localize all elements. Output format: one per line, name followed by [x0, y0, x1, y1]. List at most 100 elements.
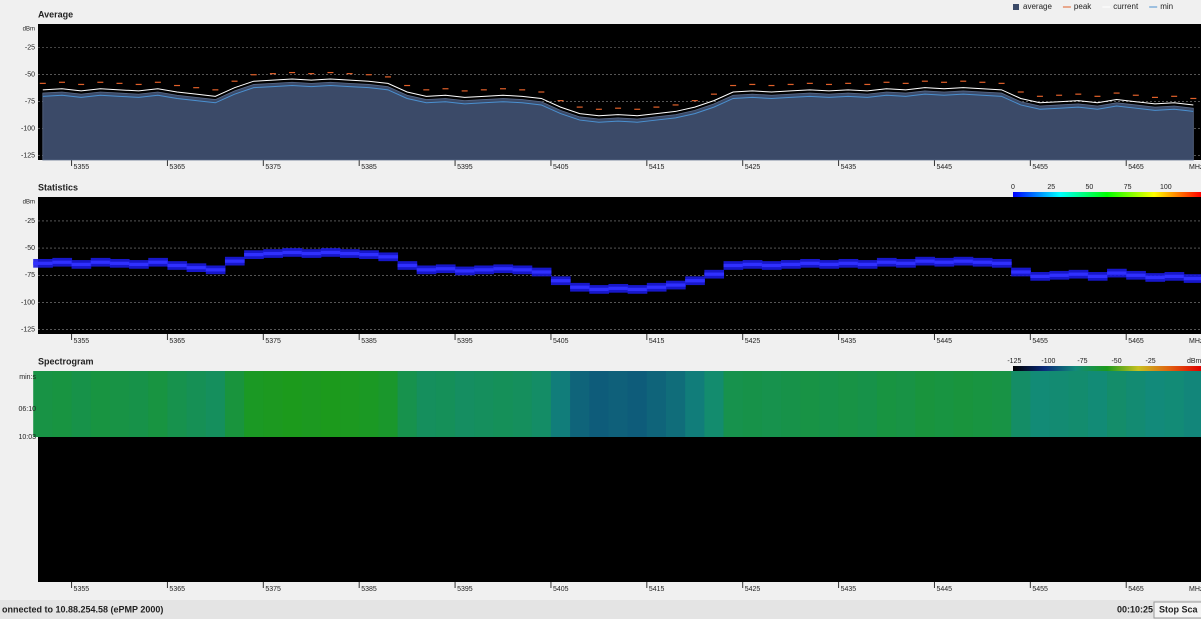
y-tick-label: -25 [25, 45, 35, 52]
time-label: 06:10 [18, 406, 36, 413]
x-tick-label: 5435 [841, 338, 857, 345]
occupancy-core [321, 251, 341, 254]
spectrogram-cell [551, 371, 571, 437]
occupancy-core [263, 252, 283, 255]
x-tick-label: 5435 [841, 164, 857, 171]
x-tick-label: 5405 [553, 338, 569, 345]
spectrogram-cell [589, 371, 609, 437]
occupancy-core [52, 261, 72, 264]
spectrogram-cell [436, 371, 456, 437]
panel-title: Spectrogram [38, 356, 94, 366]
spectrogram-cell [532, 371, 552, 437]
y-tick-label: -75 [25, 99, 35, 106]
y-tick-label: -100 [21, 299, 35, 306]
occupancy-core [206, 268, 226, 271]
y-tick-label: -100 [21, 126, 35, 133]
stop-scan-label[interactable]: Stop Sca [1159, 604, 1199, 614]
occupancy-core [1165, 275, 1185, 278]
occupancy-core [973, 261, 993, 264]
spectrogram-cell [1107, 371, 1127, 437]
occupancy-core [608, 287, 628, 290]
occupancy-core [378, 255, 398, 258]
time-label: min:s [19, 374, 36, 381]
spectrogram-cell [608, 371, 628, 437]
x-tick-label: 5355 [74, 338, 90, 345]
occupancy-core [359, 253, 379, 256]
x-tick-label: 5465 [1128, 164, 1144, 171]
color-tick-label: -25 [1146, 358, 1156, 365]
spectrogram-cell [800, 371, 820, 437]
color-tick-label: 25 [1047, 184, 1055, 191]
color-tick-label: 75 [1124, 184, 1132, 191]
spectrogram-cell [570, 371, 590, 437]
color-tick-label: -125 [1007, 358, 1021, 365]
occupancy-core [647, 286, 667, 289]
y-unit: dBm [23, 27, 35, 33]
spectrogram-cell [513, 371, 533, 437]
color-bar [1013, 192, 1201, 197]
color-tick-label: -75 [1077, 358, 1087, 365]
spectrogram-cell [1050, 371, 1070, 437]
x-tick-label: 5465 [1128, 338, 1144, 345]
occupancy-core [628, 288, 648, 291]
occupancy-core [72, 263, 92, 266]
occupancy-core [858, 263, 878, 266]
x-tick-label: 5385 [361, 164, 377, 171]
x-tick-label: 5375 [265, 586, 281, 593]
spectrogram-cell [1126, 371, 1146, 437]
spectrogram-cell [33, 371, 53, 437]
spectrogram-cell [915, 371, 935, 437]
x-tick-label: 5445 [936, 586, 952, 593]
occupancy-core [1050, 274, 1070, 277]
x-tick-label: 5425 [745, 338, 761, 345]
spectrogram-cell [302, 371, 322, 437]
spectrogram-cell [398, 371, 418, 437]
spectrogram-cell [378, 371, 398, 437]
color-tick-label: 100 [1160, 184, 1172, 191]
color-bar [1013, 366, 1201, 371]
occupancy-core [187, 266, 207, 269]
occupancy-core [340, 252, 360, 255]
y-tick-label: -25 [25, 218, 35, 225]
spectrogram-cell [1030, 371, 1050, 437]
spectrogram-cell [896, 371, 916, 437]
spectrogram-cell [628, 371, 648, 437]
spectrogram-cell [340, 371, 360, 437]
spectrogram-cell [685, 371, 705, 437]
color-tick-label: -100 [1041, 358, 1055, 365]
x-tick-label: 5445 [936, 164, 952, 171]
occupancy-core [666, 283, 686, 286]
occupancy-core [1088, 275, 1108, 278]
spectrogram-cell [148, 371, 168, 437]
y-tick-label: -125 [21, 326, 35, 333]
spectrogram-cell [1069, 371, 1089, 437]
color-unit: dBm [1187, 358, 1201, 365]
y-tick-label: -50 [25, 245, 35, 252]
spectrogram-cell [129, 371, 149, 437]
spectrogram-cell [206, 371, 226, 437]
occupancy-core [1107, 271, 1127, 274]
x-unit: MHz [1189, 586, 1201, 593]
occupancy-core [762, 264, 782, 267]
x-tick-label: 5445 [936, 338, 952, 345]
spectrogram-cell [52, 371, 72, 437]
spectrogram-cell [877, 371, 897, 437]
spectrogram-cell [647, 371, 667, 437]
spectrogram-cell [455, 371, 475, 437]
x-tick-label: 5455 [1032, 338, 1048, 345]
occupancy-core [685, 279, 705, 282]
legend-label: min [1160, 2, 1173, 11]
x-tick-label: 5425 [745, 586, 761, 593]
legend-label: peak [1074, 2, 1092, 11]
spectrogram-cell [1184, 371, 1201, 437]
spectrogram-cell [493, 371, 513, 437]
panel-title: Average [38, 9, 73, 19]
spectrogram-cell [263, 371, 283, 437]
spectrogram-cell [934, 371, 954, 437]
occupancy-core [91, 261, 111, 264]
occupancy-core [455, 269, 475, 272]
occupancy-core [282, 251, 302, 254]
x-tick-label: 5405 [553, 164, 569, 171]
x-tick-label: 5465 [1128, 586, 1144, 593]
spectrogram-cell [1165, 371, 1185, 437]
